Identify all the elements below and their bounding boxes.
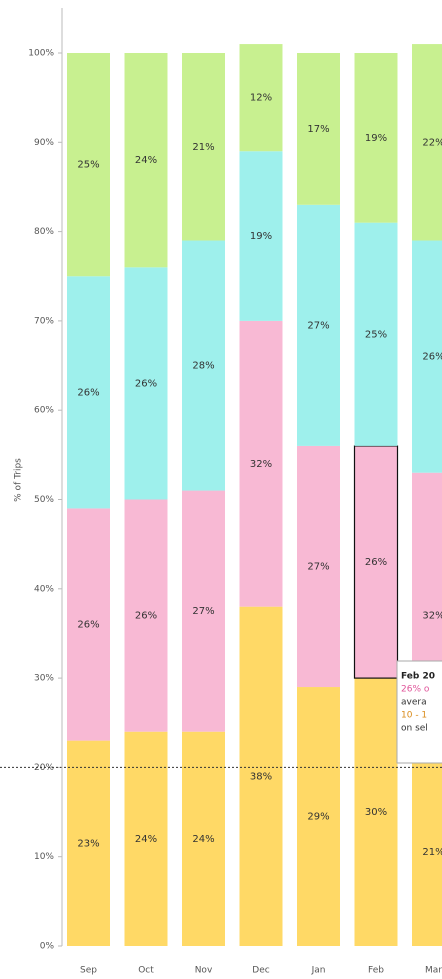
bar-segment xyxy=(239,320,283,607)
data-label: 26% xyxy=(365,557,387,568)
tooltip-line: 26% o xyxy=(401,685,430,695)
x-tick-label: Dec xyxy=(252,966,269,976)
x-tick-label: Oct xyxy=(138,966,154,976)
y-tick-label: 90% xyxy=(34,138,54,148)
tooltip-line: 10 - 1 xyxy=(401,711,427,721)
data-label: 19% xyxy=(250,231,272,242)
bar-segment xyxy=(67,276,110,509)
bar-segment xyxy=(124,499,168,732)
plot: 0%10%20%30%40%50%60%70%80%90%100%Sep23%2… xyxy=(0,44,442,976)
bar-segment xyxy=(182,490,225,732)
bar-segment xyxy=(182,53,225,241)
data-label: 27% xyxy=(307,561,329,572)
data-label: 27% xyxy=(192,606,214,617)
x-tick-label: Jan xyxy=(311,966,326,976)
data-label: 30% xyxy=(365,807,387,818)
bar-segment xyxy=(124,267,168,500)
data-label: 21% xyxy=(422,847,442,858)
bar-segment xyxy=(239,44,283,152)
data-label: 27% xyxy=(307,320,329,331)
x-tick-label: Mar xyxy=(425,966,442,976)
y-tick-label: 60% xyxy=(34,406,54,416)
data-label: 26% xyxy=(135,611,157,622)
data-label: 23% xyxy=(77,838,99,849)
bar-segment xyxy=(67,53,110,277)
data-label: 26% xyxy=(77,620,99,631)
bar-segment xyxy=(297,204,340,446)
data-label: 28% xyxy=(192,361,214,372)
bar-segment xyxy=(297,53,340,205)
data-label: 25% xyxy=(365,329,387,340)
y-tick-label: 40% xyxy=(34,584,54,594)
y-tick-label: 30% xyxy=(34,674,54,684)
bar-segment xyxy=(412,240,442,473)
data-label: 21% xyxy=(192,142,214,153)
bar-segment xyxy=(67,508,110,741)
bar-segment xyxy=(412,44,442,241)
x-tick-label: Feb xyxy=(368,966,384,976)
y-tick-label: 10% xyxy=(34,852,54,862)
y-tick-label: 50% xyxy=(34,495,54,505)
x-tick-label: Nov xyxy=(195,966,213,976)
data-label: 32% xyxy=(422,611,442,622)
tooltip-line: Feb 20 xyxy=(401,672,435,682)
bar-segment xyxy=(354,53,398,223)
data-label: 26% xyxy=(77,387,99,398)
x-tick-label: Sep xyxy=(80,966,97,976)
bar-segment xyxy=(239,151,283,321)
bar-segment xyxy=(239,606,283,946)
bar-segment xyxy=(182,240,225,491)
data-label: 26% xyxy=(422,352,442,363)
data-label: 12% xyxy=(250,93,272,104)
selected-outline xyxy=(353,445,399,679)
bar-segment xyxy=(354,445,398,679)
data-label: 17% xyxy=(307,124,329,135)
tooltip-line: on sel xyxy=(401,724,428,734)
data-label: 38% xyxy=(250,771,272,782)
bar-segment xyxy=(354,222,398,446)
data-label: 24% xyxy=(192,834,214,845)
tooltip-box xyxy=(396,660,442,764)
bar-segment xyxy=(297,687,340,946)
data-label: 26% xyxy=(135,378,157,389)
y-tick-label: 0% xyxy=(40,942,55,952)
y-axis-label: % of Trips xyxy=(14,458,24,502)
bar-segment xyxy=(412,758,442,946)
y-tick-label: 70% xyxy=(34,316,54,326)
data-label: 19% xyxy=(365,133,387,144)
data-label: 29% xyxy=(307,812,329,823)
data-label: 32% xyxy=(250,459,272,470)
data-label: 22% xyxy=(422,137,442,148)
data-label: 25% xyxy=(77,160,99,171)
y-tick-label: 100% xyxy=(28,49,54,59)
y-tick-label: 80% xyxy=(34,227,54,237)
tooltip-line: avera xyxy=(401,698,427,708)
bar-segment xyxy=(67,740,110,946)
data-label: 24% xyxy=(135,834,157,845)
bar-segment xyxy=(297,445,340,688)
bar-segment xyxy=(124,53,168,268)
data-label: 24% xyxy=(135,155,157,166)
bar-segment xyxy=(354,678,398,946)
